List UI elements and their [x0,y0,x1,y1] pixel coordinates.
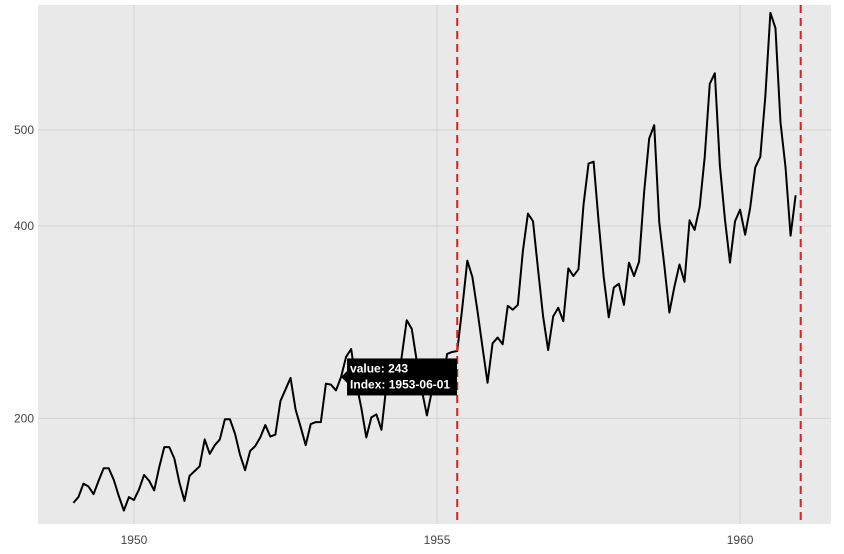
tooltip-box [347,358,458,396]
x-tick-label: 1960 [727,533,754,547]
y-axis-ticks: 200 400 500 [14,123,34,425]
x-tick-label: 1955 [424,533,451,547]
plot-background [38,5,831,524]
y-tick-label: 500 [14,123,34,137]
tooltip-value-text: value: 243 [350,361,408,375]
x-axis-ticks: 1950 1955 1960 [121,533,754,547]
x-tick-label: 1950 [121,533,148,547]
hover-tooltip: value: 243 Index: 1953-06-01 [341,358,458,396]
y-tick-label: 200 [14,411,34,425]
tooltip-index-text: Index: 1953-06-01 [350,377,450,391]
vertical-markers [456,5,802,524]
y-tick-label: 400 [14,219,34,233]
tooltip-pointer [341,370,348,383]
gridlines [38,5,831,524]
